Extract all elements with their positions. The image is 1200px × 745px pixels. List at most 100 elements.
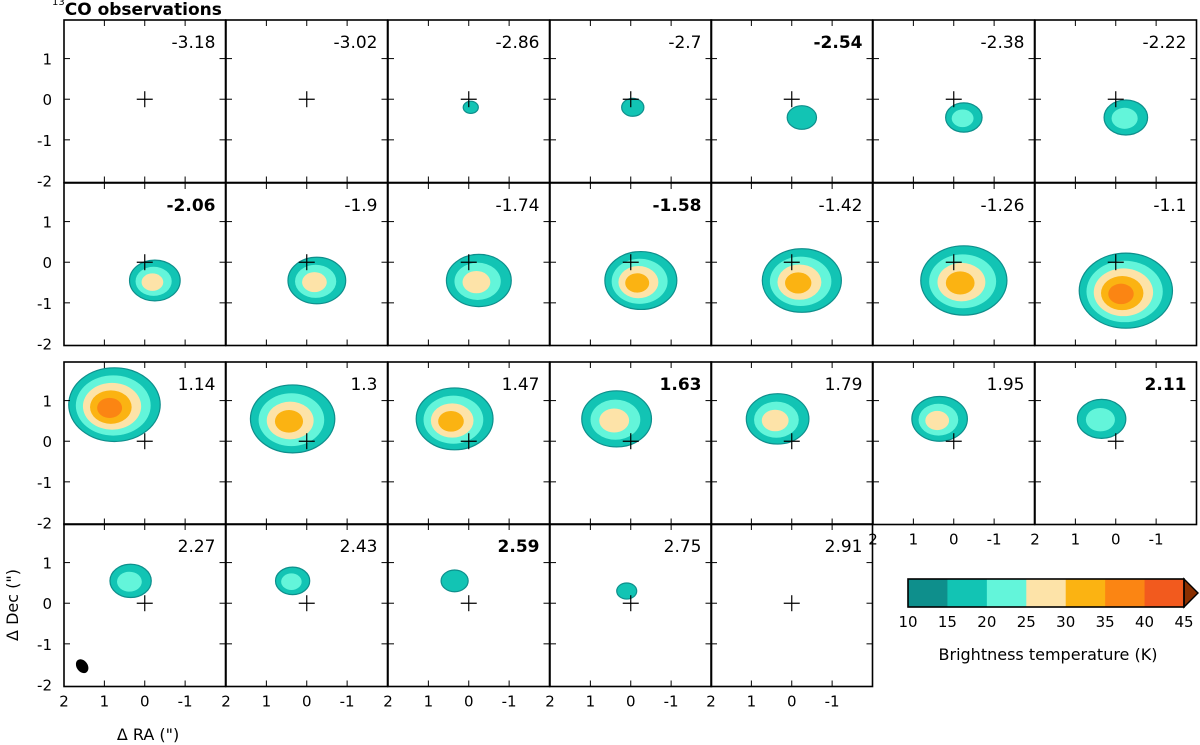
channel-velocity-label: 2.59 (498, 537, 540, 557)
colorbar-frame (907, 578, 1185, 608)
y-tick-label: -1 (37, 295, 52, 313)
channel-velocity-label: 1.79 (825, 375, 863, 395)
x-tick-label: 0 (787, 693, 797, 711)
channel-velocity-label: 2.75 (664, 537, 702, 557)
x-tick-label: 1 (1071, 531, 1081, 549)
y-tick-label: 1 (42, 214, 52, 232)
emission-contour (1111, 107, 1138, 129)
x-tick-label: -1 (1149, 531, 1164, 549)
colorbar-tick-label: 20 (977, 613, 996, 631)
channel-velocity-label: -2.38 (981, 33, 1025, 53)
channel-velocity-label: -1.58 (653, 196, 702, 216)
colorbar: 10 15 20 25 30 35 40 45 Brightness temperature (… (898, 577, 1199, 664)
x-axis-label: Δ RA (") (117, 725, 179, 744)
channel-velocity-label: -2.54 (814, 33, 863, 53)
channel-velocity-label: -2.7 (668, 33, 701, 53)
beam-ellipse (75, 659, 89, 674)
x-tick-label: 2 (221, 693, 231, 711)
emission-contour (302, 272, 327, 293)
y-axis-label: Δ Dec (") (3, 569, 22, 641)
emission-contour (462, 100, 479, 115)
channel-velocity-label: -1.9 (344, 196, 377, 216)
x-tick-label: 2 (545, 693, 555, 711)
channel-panel: -2.86 (387, 19, 551, 184)
channel-panel: 1.95 (872, 361, 1036, 526)
x-tick-label: 1 (262, 693, 272, 711)
x-tick-label: 2 (706, 693, 716, 711)
emission-contour (621, 97, 645, 117)
x-tick-label: 0 (302, 693, 312, 711)
channel-panel: 1.14 (63, 361, 227, 526)
channel-panel: -2.7 (549, 19, 713, 184)
colorbar-tick-label: 40 (1135, 613, 1154, 631)
channel-panel: -2.54 (710, 19, 874, 184)
emission-contour (462, 270, 491, 294)
channel-panel: -1.1 (1034, 182, 1198, 347)
channel-panel: -1.74 (387, 182, 551, 347)
y-tick-label: -1 (37, 132, 52, 150)
channel-panel: 2.75 (549, 523, 713, 688)
x-tick-label: 0 (626, 693, 636, 711)
channel-panel: 2.43 (225, 523, 389, 688)
colorbar-swatch (1105, 579, 1146, 607)
axis-labels: Δ Dec (") Δ RA (") (3, 569, 179, 744)
channel-panel: -2.06 (63, 182, 227, 347)
x-tick-label: -1 (987, 531, 1002, 549)
channel-velocity-label: 2.11 (1145, 375, 1187, 395)
y-tick-label: 1 (42, 555, 52, 573)
channel-velocity-label: 2.91 (825, 537, 863, 557)
colorbar-tick-label: 25 (1017, 613, 1036, 631)
y-tick-label: -2 (37, 335, 52, 353)
emission-contour (616, 582, 638, 600)
channel-velocity-label: -1.42 (819, 196, 863, 216)
x-tick-label: -1 (825, 693, 840, 711)
x-tick-label: 1 (909, 531, 919, 549)
emission-contour (761, 409, 789, 432)
channel-panel: 2.27 (63, 523, 227, 688)
x-tick-label: -1 (502, 693, 517, 711)
y-tick-label: 0 (42, 595, 52, 613)
x-tick-label: 2 (59, 693, 69, 711)
channel-panel: -1.9 (225, 182, 389, 347)
colorbar-tick-label: 15 (938, 613, 957, 631)
emission-contour (97, 397, 123, 418)
colorbar-swatch (986, 579, 1027, 607)
colorbar-label: Brightness temperature (K) (939, 645, 1158, 664)
y-tick-label: 0 (42, 433, 52, 451)
colorbar-tick-label: 10 (898, 613, 917, 631)
channel-panel: 2.91 (710, 523, 874, 688)
channel-velocity-label: 1.95 (987, 375, 1025, 395)
x-tick-label: -1 (178, 693, 193, 711)
emission-contour (281, 573, 302, 590)
channel-velocity-label: -2.86 (496, 33, 540, 53)
x-tick-label: 0 (949, 531, 959, 549)
emission-contour (785, 272, 812, 294)
x-tick-label: 1 (586, 693, 596, 711)
emission-contour (117, 571, 142, 592)
emission-contour (951, 109, 974, 128)
y-tick-label: 1 (42, 393, 52, 411)
channel-panel: -1.42 (710, 182, 874, 347)
y-tick-label: -2 (37, 172, 52, 190)
channel-panel: 1.3 (225, 361, 389, 526)
channel-velocity-label: 1.3 (350, 375, 377, 395)
colorbar-swatch (908, 579, 948, 607)
colorbar-tick-label: 30 (1056, 613, 1075, 631)
colorbar-tick-label: 35 (1096, 613, 1115, 631)
channel-panel: 1.47 (387, 361, 551, 526)
x-tick-label: 2 (1030, 531, 1040, 549)
channel-velocity-label: -3.02 (334, 33, 378, 53)
y-tick-label: 0 (42, 91, 52, 109)
channel-panel: -2.38 (872, 19, 1036, 184)
emission-contour (274, 409, 304, 433)
x-tick-label: 1 (100, 693, 110, 711)
emission-contour (1085, 407, 1115, 432)
emission-contour (786, 105, 818, 130)
colorbar-swatch (947, 579, 988, 607)
y-tick-label: -2 (37, 676, 52, 694)
channel-panel: -3.18 (63, 19, 227, 184)
y-tick-label: -2 (37, 514, 52, 532)
emission-contour (438, 411, 464, 432)
figure-title: 13CO observations (52, 0, 222, 20)
